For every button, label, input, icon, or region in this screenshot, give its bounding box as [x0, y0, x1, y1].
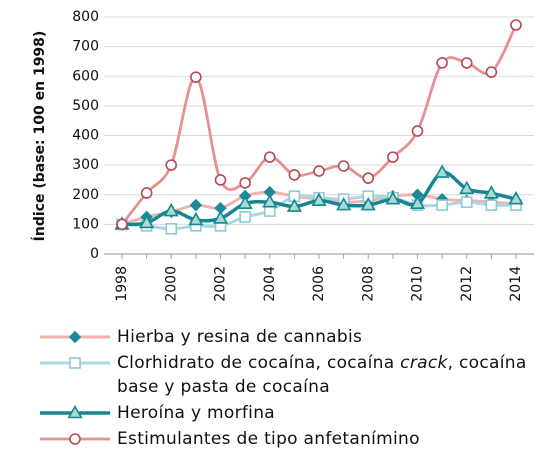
plot-series [114, 19, 524, 235]
series-4-point [313, 165, 325, 177]
series-4-point [436, 57, 448, 69]
series-2-point [239, 211, 251, 223]
y-axis-ticks: 0 100 200 300 400 500 600 700 800 [72, 9, 99, 262]
y-tick-label: 300 [72, 157, 99, 173]
series-3-point [336, 196, 352, 211]
series-1-point [189, 198, 203, 212]
series-4 [116, 19, 522, 231]
series-3-point [163, 202, 179, 217]
legend-circle-marker [69, 433, 81, 445]
legend-circle-icon [40, 433, 110, 445]
legend-label: Clorhidrato de cocaína, cocaína crack, c… [117, 353, 527, 397]
series-3-point [212, 210, 229, 224]
y-tick-label: 600 [72, 68, 99, 84]
series-3-point [385, 191, 401, 205]
series-4-point [288, 169, 301, 181]
series-4-point [411, 125, 424, 137]
series-4-point [239, 177, 251, 189]
y-tick-label: 800 [72, 9, 99, 25]
x-tick-label: 1998 [114, 266, 130, 302]
y-tick-label: 100 [72, 216, 99, 232]
y-tick-label: 700 [72, 39, 99, 55]
series-4-point [387, 151, 399, 163]
x-tick-label: 2004 [262, 266, 278, 302]
y-tick-label: 0 [90, 246, 99, 262]
series-4-point [140, 187, 153, 199]
legend-item-4: Estimulantes de tipo anfetanímino [40, 427, 542, 451]
legend-diamond-marker [68, 330, 82, 344]
x-tick-label: 2002 [213, 266, 229, 302]
legend-diamond-icon [40, 330, 110, 344]
series-3-point [459, 180, 475, 195]
series-4-point [362, 172, 375, 184]
series-3-point [237, 195, 253, 209]
series-4-point [214, 174, 227, 186]
series-3-point [409, 195, 426, 209]
series-3-point [483, 185, 499, 199]
x-tick-label: 2010 [410, 266, 426, 302]
x-tick-label: 2008 [360, 266, 376, 302]
series-2-point [485, 199, 498, 211]
series-3-point [508, 191, 524, 205]
legend-label-italic-term: crack [400, 353, 448, 373]
series-4-point [337, 160, 350, 172]
legend-item-2: Clorhidrato de cocaína, cocaína crack, c… [40, 351, 542, 399]
series-4-point [485, 66, 498, 78]
series-3-point [434, 164, 450, 178]
legend-item-1: Hierba y resina de cannabis [40, 325, 542, 349]
x-axis: 1998 2000 2002 2004 2006 2008 2010 2012 2014 [104, 253, 534, 302]
series-3 [114, 164, 524, 230]
series-2-point [436, 199, 448, 211]
x-tick-label: 2006 [311, 266, 327, 302]
series-4-point [165, 159, 178, 171]
legend-triangle-marker [67, 404, 83, 419]
series-3-point [286, 198, 302, 212]
legend-label: Hierba y resina de cannabis [117, 327, 363, 347]
series-2-point [263, 205, 276, 217]
series-3-point [188, 211, 204, 226]
series-3-point [311, 192, 327, 206]
series-4-point [116, 218, 128, 231]
x-tick-label: 2012 [459, 266, 475, 302]
y-tick-label: 400 [72, 128, 99, 144]
y-tick-label: 200 [72, 187, 99, 203]
series-2-point [165, 223, 178, 235]
series-4-point [510, 19, 522, 31]
y-axis-label: Índice (base: 100 en 1998) [31, 31, 48, 242]
legend-label: Estimulantes de tipo anfetanímino [117, 429, 420, 449]
series-3-point [262, 194, 278, 208]
series-3-point [139, 214, 155, 229]
y-tick-label: 500 [72, 98, 99, 114]
legend-triangle-icon [40, 404, 110, 419]
series-4-point [190, 71, 202, 83]
legend-square-marker [69, 357, 81, 369]
series-2-point [460, 196, 473, 208]
series-4-point [263, 151, 276, 163]
x-tick-label: 2000 [163, 266, 179, 302]
legend-square-icon [40, 357, 110, 369]
x-tick-label: 2014 [508, 266, 524, 302]
legend: Hierba y resina de cannabis Clorhidrato d… [40, 325, 542, 453]
legend-label: Heroína y morfina [117, 403, 275, 423]
series-4-point [460, 57, 473, 69]
series-3-point [360, 196, 376, 211]
legend-item-3: Heroína y morfina [40, 401, 542, 425]
